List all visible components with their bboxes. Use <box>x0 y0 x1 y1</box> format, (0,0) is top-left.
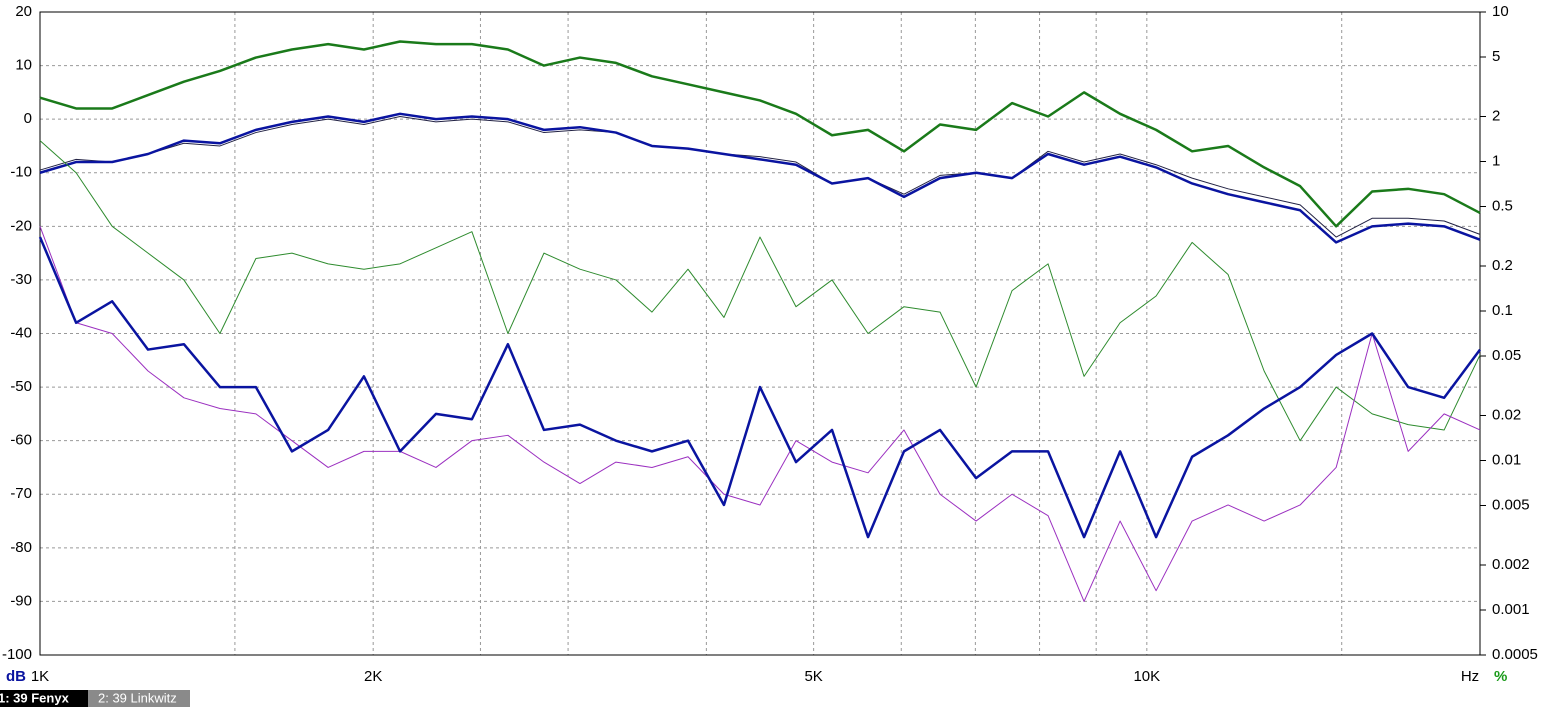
y-tick-label: -90 <box>10 592 32 609</box>
series-line <box>39 40 1481 228</box>
y-tick-label: -30 <box>10 271 32 288</box>
x-tick-label: 2K <box>364 668 382 685</box>
tab-label[interactable]: 1: 39 Fenyx <box>0 690 70 705</box>
y-tick-label: 10 <box>15 57 32 74</box>
y2-tick-label: 2 <box>1492 107 1500 124</box>
y2-axis-label: % <box>1494 668 1507 685</box>
y-tick-label: -40 <box>10 324 32 341</box>
plot-frame <box>39 11 1481 656</box>
y-tick-label: -60 <box>10 432 32 449</box>
tab[interactable] <box>88 690 190 707</box>
y2-tick-label: 0.005 <box>1492 496 1530 513</box>
tab-active[interactable] <box>0 690 88 707</box>
series-line <box>38 236 1482 539</box>
y-tick-label: -80 <box>10 539 32 556</box>
series-line <box>39 140 1481 442</box>
y-tick-label: 20 <box>15 3 32 20</box>
y2-tick-label: 0.02 <box>1492 406 1521 423</box>
x-axis-label: Hz <box>1461 668 1479 685</box>
y2-tick-label: 0.01 <box>1492 451 1521 468</box>
x-tick-label: 10K <box>1133 668 1160 685</box>
y-tick-label: -20 <box>10 217 32 234</box>
y2-tick-label: 0.2 <box>1492 257 1513 274</box>
x-tick-label: 1K <box>31 668 49 685</box>
y2-tick-label: 0.05 <box>1492 347 1521 364</box>
series-line <box>39 115 1481 238</box>
y-tick-label: -50 <box>10 378 32 395</box>
y2-tick-label: 0.1 <box>1492 302 1513 319</box>
x-tick-label: 5K <box>804 668 822 685</box>
y-tick-label: 0 <box>24 110 32 127</box>
y-tick-label: -100 <box>2 646 32 663</box>
y-tick-label: -70 <box>10 485 32 502</box>
series-line <box>39 112 1481 244</box>
y-axis-label: dB <box>6 668 26 685</box>
y2-tick-label: 0.002 <box>1492 556 1530 573</box>
y2-tick-label: 5 <box>1492 48 1500 65</box>
y-tick-label: -10 <box>10 164 32 181</box>
y2-tick-label: 1 <box>1492 152 1500 169</box>
tab-label[interactable]: 2: 39 Linkwitz <box>98 690 177 705</box>
y2-tick-label: 0.0005 <box>1492 646 1538 663</box>
y2-tick-label: 0.001 <box>1492 601 1530 618</box>
y2-tick-label: 10 <box>1492 3 1509 20</box>
y2-tick-label: 0.5 <box>1492 197 1513 214</box>
